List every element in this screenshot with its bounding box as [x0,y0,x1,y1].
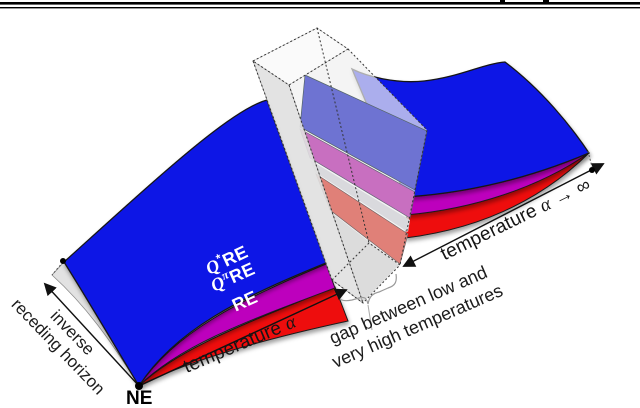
right-tip-dot [589,167,595,173]
left-corner-dot [60,258,66,264]
cut-gap-strip [310,160,410,232]
page-rule-thin [0,7,640,9]
gap-box [252,27,428,331]
temperature-infinity-axis [402,163,605,267]
right-tip-tick [587,150,593,168]
left-corner-tick [51,261,64,276]
receding-horizon-axis [43,282,140,387]
page-header-text-remnant [543,0,549,2]
page-rule-thick [0,2,640,5]
qstar-re-surface-left [63,99,327,388]
ne-point [135,382,143,390]
gap-brace-stem [367,304,373,331]
page-header-text-remnant [500,0,505,2]
gap-brace [335,273,397,305]
gap-box-dotted-edges [252,27,428,304]
temperature-axis [138,288,348,387]
gap-box-lower-interior [331,212,399,302]
